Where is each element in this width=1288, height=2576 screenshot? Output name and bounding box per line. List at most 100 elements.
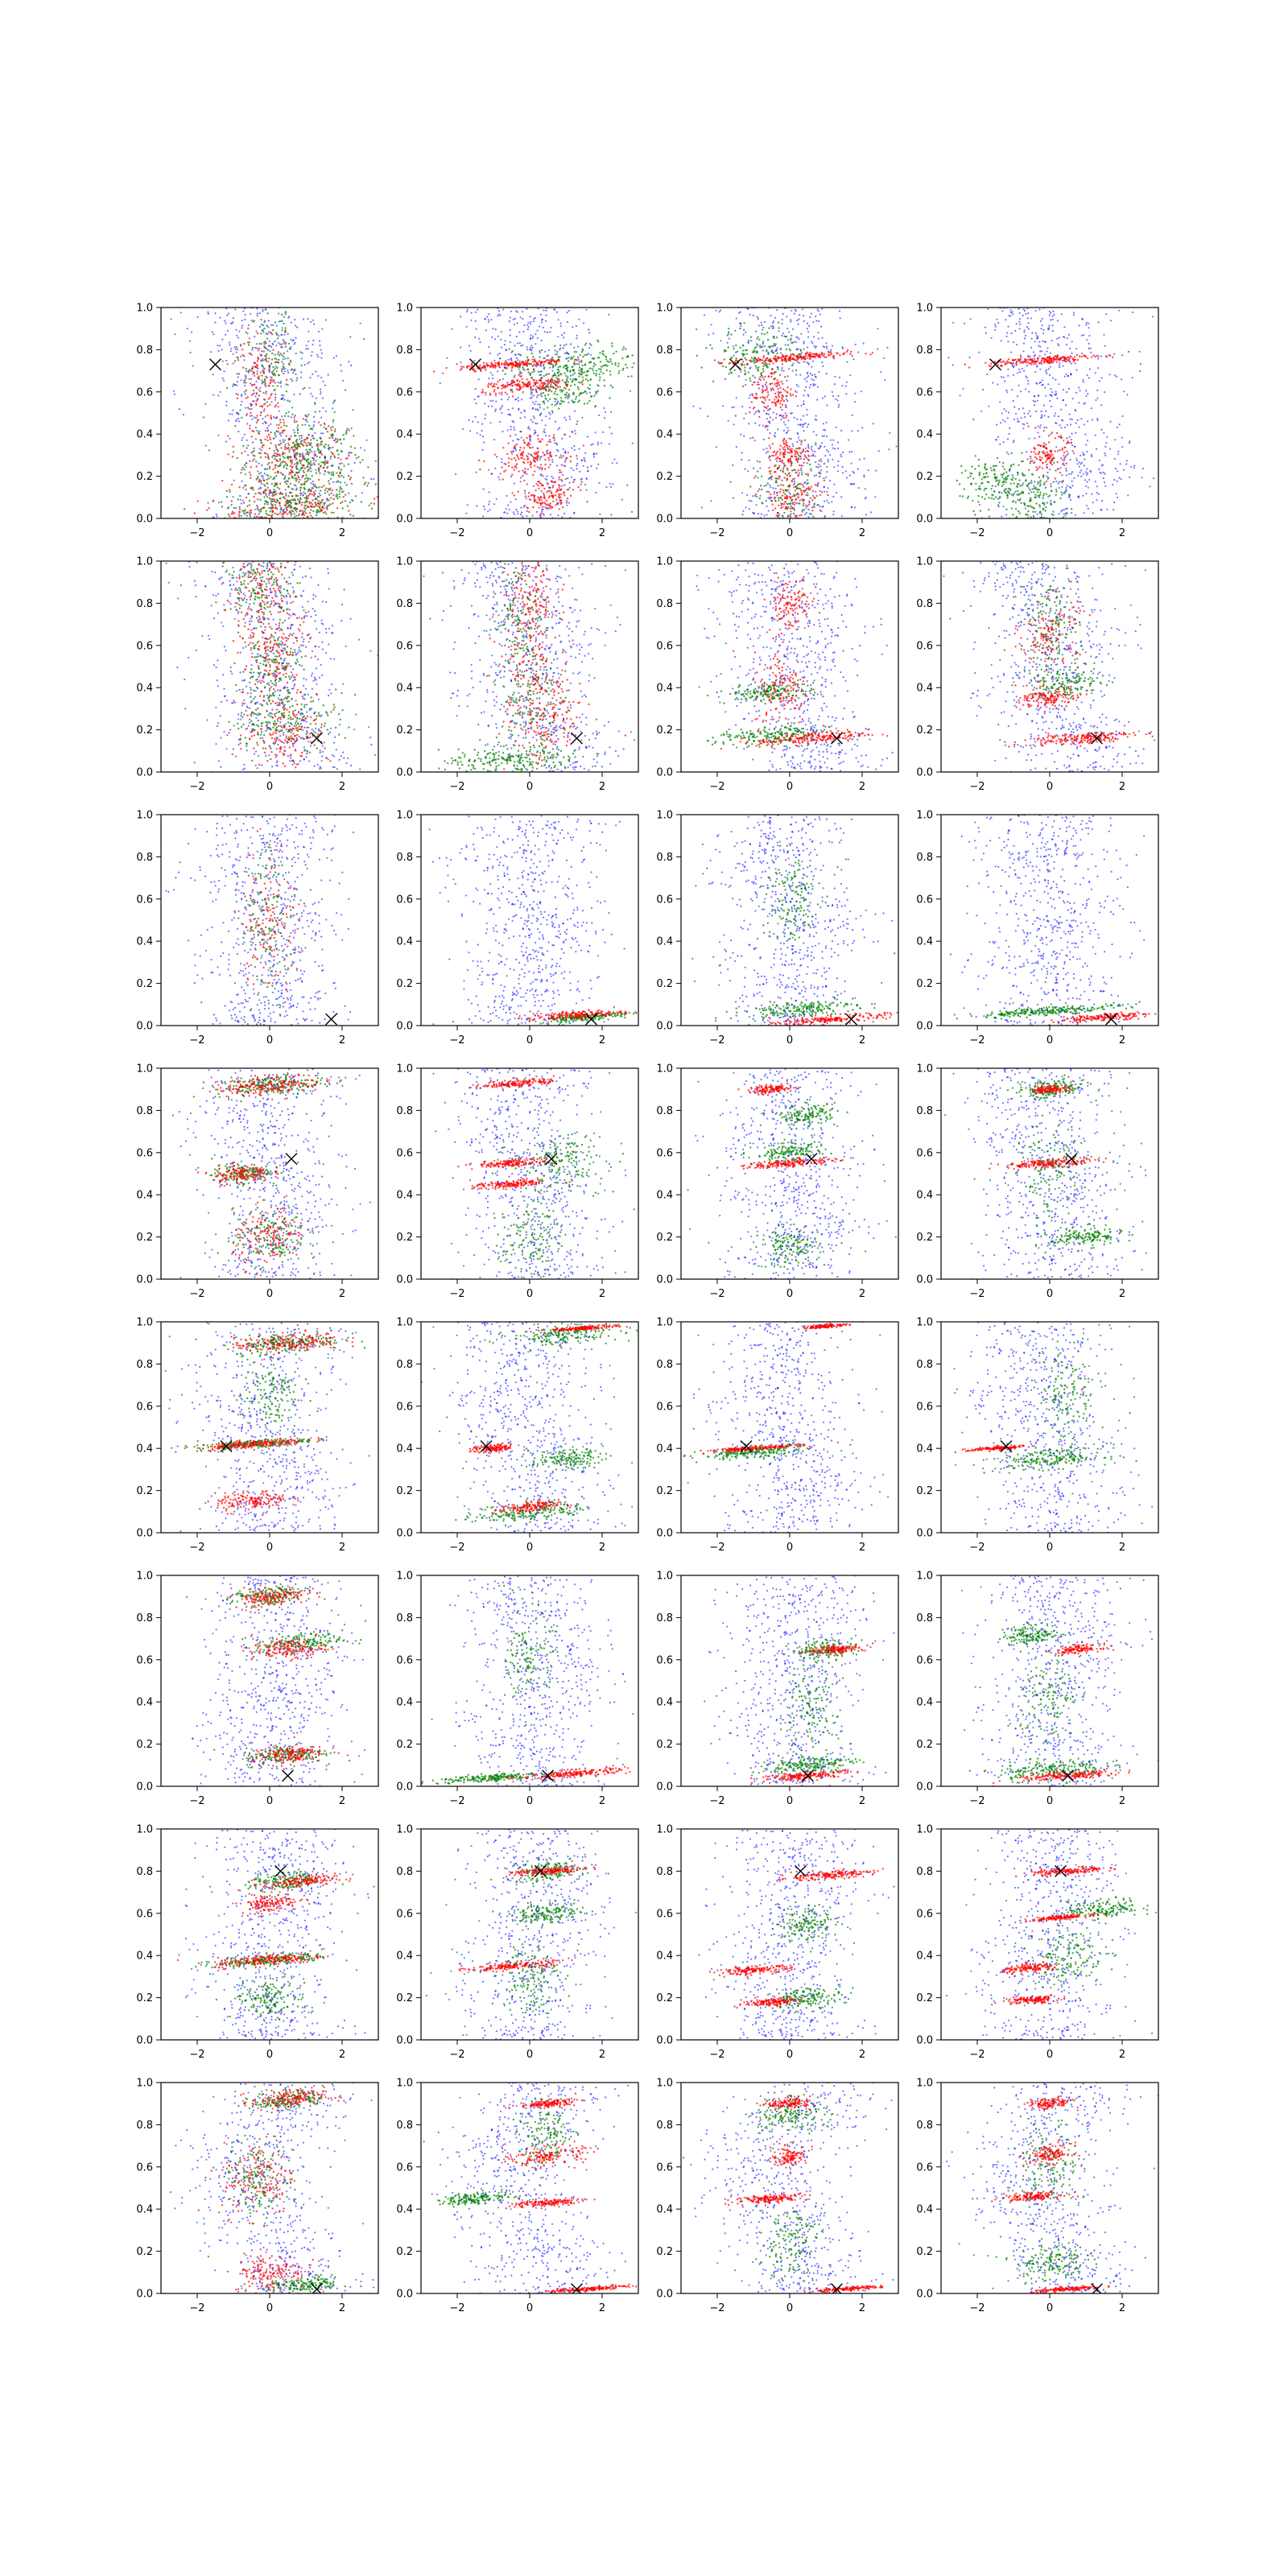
red-point (317, 478, 320, 481)
red-point (312, 521, 313, 522)
green-point (598, 373, 601, 376)
x-tick-label: 2 (599, 527, 605, 539)
blue-point (763, 485, 766, 488)
green-point (749, 377, 751, 380)
green-point (283, 466, 285, 469)
red-point (332, 497, 335, 501)
blue-point (481, 448, 484, 451)
red-point (328, 499, 330, 502)
blue-point (767, 413, 770, 415)
blue-point (857, 430, 859, 432)
blue-point (277, 444, 279, 446)
green-point (361, 459, 364, 461)
red-point (257, 528, 258, 530)
blue-point (793, 341, 795, 343)
red-point (539, 512, 543, 515)
red-point (324, 470, 326, 473)
blue-point (795, 310, 797, 312)
blue-point (484, 402, 486, 405)
red-point (781, 398, 784, 401)
red-point (799, 447, 801, 449)
blue-point (803, 341, 805, 343)
blue-point (298, 471, 300, 473)
blue-point (530, 393, 532, 396)
green-point (789, 349, 792, 352)
blue-point (820, 469, 823, 472)
green-point (327, 444, 330, 447)
blue-point (741, 492, 744, 494)
blue-point (821, 336, 824, 339)
green-point (359, 461, 361, 464)
blue-point (609, 485, 613, 489)
blue-point (350, 364, 353, 367)
blue-point (584, 460, 586, 463)
blue-point (758, 411, 761, 413)
blue-point (817, 310, 820, 312)
red-point (319, 465, 322, 468)
blue-point (744, 468, 746, 470)
green-point (605, 358, 608, 361)
red-point (766, 387, 768, 390)
blue-point (221, 360, 224, 362)
blue-point (308, 494, 310, 497)
red-point (828, 354, 832, 357)
green-point (342, 476, 345, 478)
blue-point (313, 452, 316, 455)
blue-point (880, 371, 882, 374)
red-point (250, 411, 252, 415)
blue-point (265, 392, 267, 395)
green-point (817, 504, 819, 506)
blue-point (225, 440, 228, 443)
green-point (271, 352, 274, 355)
green-point (766, 363, 768, 365)
red-point (308, 453, 310, 456)
green-point (824, 525, 825, 526)
blue-point (212, 374, 214, 376)
green-point (266, 468, 269, 470)
blue-point (516, 322, 518, 324)
green-point (280, 493, 283, 495)
blue-point (769, 422, 771, 424)
red-point (796, 452, 799, 455)
green-point (572, 391, 575, 394)
blue-point (514, 398, 517, 401)
blue-point (246, 423, 249, 425)
red-point (307, 497, 310, 499)
green-point (252, 525, 254, 526)
red-point (527, 441, 530, 444)
red-point (295, 471, 298, 474)
red-point (770, 401, 774, 404)
blue-point (546, 478, 548, 481)
blue-point (786, 400, 789, 402)
red-point (544, 458, 547, 461)
blue-point (829, 480, 832, 482)
blue-point (823, 490, 826, 493)
green-point (276, 385, 279, 387)
red-point (869, 353, 872, 356)
blue-point (825, 421, 828, 423)
red-point (778, 464, 781, 467)
green-point (580, 374, 582, 376)
red-point (490, 361, 493, 364)
red-point (789, 393, 792, 395)
green-point (778, 321, 780, 324)
green-point (751, 360, 754, 363)
blue-point (886, 346, 889, 349)
blue-point (806, 361, 808, 364)
red-point (778, 357, 781, 359)
green-point (757, 336, 759, 338)
blue-point (865, 514, 867, 516)
green-point (332, 511, 335, 514)
red-point (330, 429, 332, 431)
blue-point (608, 443, 611, 445)
red-point (511, 492, 514, 494)
blue-point (348, 492, 350, 494)
red-point (566, 497, 569, 500)
green-point (755, 350, 758, 353)
blue-point (264, 430, 266, 432)
red-point (328, 436, 331, 440)
green-point (284, 327, 287, 329)
red-point (803, 461, 805, 464)
red-point (782, 388, 785, 390)
red-point (529, 382, 531, 386)
